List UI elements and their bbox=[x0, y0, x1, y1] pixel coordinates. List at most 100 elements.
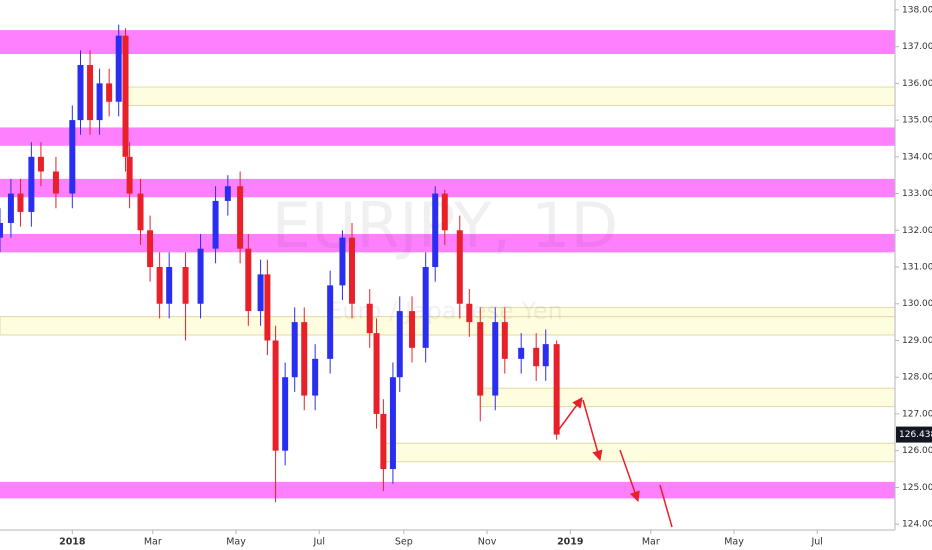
y-tick-label: 132.000 bbox=[902, 226, 932, 236]
candle-body bbox=[301, 322, 308, 396]
candle-body bbox=[533, 347, 540, 367]
x-tick-label: May bbox=[226, 537, 246, 548]
candle-body bbox=[312, 358, 319, 396]
candle-body bbox=[264, 274, 271, 341]
candle-body bbox=[37, 156, 44, 172]
candle-body bbox=[291, 322, 298, 378]
candle-body bbox=[380, 413, 387, 470]
candle-body bbox=[542, 344, 549, 367]
candle-body bbox=[396, 311, 403, 378]
candle-body bbox=[432, 193, 439, 268]
zones bbox=[0, 30, 896, 499]
arrow bbox=[619, 449, 640, 502]
candle-body bbox=[327, 285, 334, 359]
candle-body bbox=[456, 230, 463, 304]
candle-body bbox=[492, 322, 499, 396]
candle-body bbox=[366, 303, 373, 334]
candle-body bbox=[518, 347, 525, 359]
candle-body bbox=[0, 222, 3, 238]
last-price-box bbox=[896, 426, 932, 443]
x-tick-label: May bbox=[724, 537, 744, 548]
candle-body bbox=[553, 344, 560, 435]
candle-body bbox=[17, 193, 24, 212]
candle-body bbox=[52, 171, 59, 194]
y-tick-label: 131.000 bbox=[902, 263, 932, 273]
candle-body bbox=[115, 35, 122, 102]
candle-body bbox=[137, 193, 144, 231]
y-tick-label: 126.000 bbox=[902, 446, 932, 456]
x-tick-label: Jul bbox=[313, 537, 325, 548]
candle-body bbox=[501, 322, 508, 359]
x-tick-label: Mar bbox=[144, 537, 162, 548]
candle-body bbox=[28, 156, 35, 212]
zone bbox=[0, 127, 895, 146]
candle-body bbox=[126, 156, 133, 194]
candle-body bbox=[7, 193, 14, 223]
zone bbox=[479, 387, 896, 408]
x-tick-label: Jul bbox=[810, 537, 822, 548]
y-tick-label: 130.000 bbox=[902, 299, 932, 309]
candle-body bbox=[373, 333, 380, 414]
candle-body bbox=[389, 377, 396, 470]
candle-body bbox=[197, 248, 204, 304]
x-tick-label: Nov bbox=[478, 537, 497, 548]
y-tick-label: 134.000 bbox=[902, 152, 932, 162]
y-tick-label: 138.000 bbox=[902, 5, 932, 15]
candle-body bbox=[224, 186, 231, 201]
candle-body bbox=[409, 311, 416, 348]
x-tick-label: Mar bbox=[642, 537, 660, 548]
candle-body bbox=[257, 274, 264, 312]
candle-body bbox=[87, 65, 94, 121]
candle-body bbox=[348, 237, 355, 304]
candle-body bbox=[422, 267, 429, 348]
y-tick-label: 133.000 bbox=[902, 189, 932, 199]
candle-body bbox=[212, 200, 219, 249]
candle-body bbox=[156, 267, 163, 304]
arrow bbox=[582, 399, 603, 462]
zone bbox=[384, 442, 896, 463]
watermark-name: Euro / Japanese Yen bbox=[327, 297, 563, 325]
candle-body bbox=[147, 230, 154, 268]
projection-arrows bbox=[556, 397, 673, 528]
zone bbox=[0, 30, 895, 54]
y-tick-label: 129.000 bbox=[902, 336, 932, 346]
candle-body bbox=[441, 193, 448, 231]
arrow bbox=[556, 397, 583, 433]
candle-body bbox=[339, 237, 346, 286]
zone bbox=[125, 86, 896, 106]
zone bbox=[0, 178, 895, 198]
candles bbox=[0, 24, 560, 503]
candle-body bbox=[182, 267, 189, 304]
axes-labels: 124.000 125.000 126.000 127.000 128.000 129.0… bbox=[59, 5, 932, 548]
candle-body bbox=[282, 377, 289, 451]
candle-body bbox=[237, 186, 244, 249]
arrow bbox=[659, 484, 673, 528]
zone bbox=[0, 233, 895, 253]
candle-body bbox=[69, 120, 76, 194]
y-tick-label: 124.000 bbox=[902, 520, 932, 530]
y-tick-label: 135.000 bbox=[902, 116, 932, 126]
candle-body bbox=[77, 65, 84, 121]
candle-body bbox=[477, 322, 484, 396]
candle-body bbox=[122, 35, 129, 157]
y-tick-label: 128.000 bbox=[902, 373, 932, 383]
candle-body bbox=[272, 340, 279, 451]
x-tick-label: 2018 bbox=[59, 537, 86, 548]
y-tick-label: 136.000 bbox=[902, 79, 932, 89]
price-axis-bg bbox=[895, 0, 932, 550]
x-tick-label: 2019 bbox=[557, 537, 583, 548]
y-tick-label: 127.000 bbox=[902, 409, 932, 419]
y-tick-label: 125.000 bbox=[902, 483, 932, 493]
zone bbox=[0, 481, 895, 499]
time-axis-bg bbox=[0, 530, 932, 550]
x-tick-label: Sep bbox=[395, 537, 413, 548]
last-price-label: 126.438 bbox=[899, 430, 932, 440]
candle-body bbox=[106, 83, 113, 102]
candle-body bbox=[466, 303, 473, 323]
y-tick-label: 137.000 bbox=[902, 42, 932, 52]
candle-body bbox=[166, 267, 173, 304]
candle-body bbox=[96, 83, 103, 121]
